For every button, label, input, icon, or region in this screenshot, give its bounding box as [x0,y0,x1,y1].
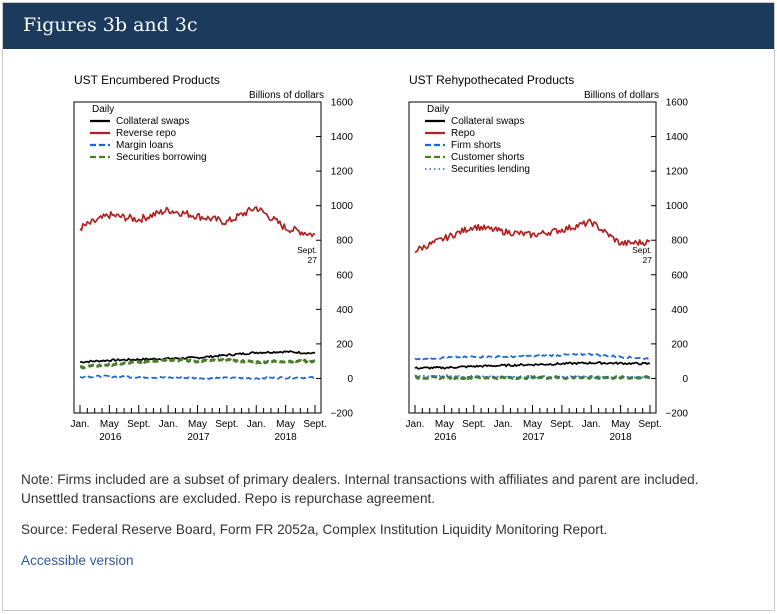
x-tick-label: Jan. [582,419,601,430]
x-tick-label: Sept. [462,419,485,430]
legend-label: Securities lending [451,164,530,175]
chart-title: UST Rehypothecated Products [409,73,574,87]
y-tick-label: 1200 [666,167,689,178]
x-tick-label: Sept. [215,419,238,430]
y-tick-label: 1000 [666,201,689,212]
legend-label: Customer shorts [451,152,524,163]
x-tick-label: Sept. [550,419,573,430]
legend-label: Firm shorts [451,140,501,151]
series-line-reverse-repo [79,206,316,238]
series-line-repo [414,218,651,254]
x-tick-label: May [523,419,542,430]
annotation-month: Sept. [632,245,652,255]
y-tick-label: 400 [671,305,688,316]
y-tick-label: 1400 [331,132,354,143]
y-tick-label: 600 [336,270,353,281]
x-year-label: 2016 [99,432,122,443]
x-tick-label: May [188,419,207,430]
y-axis-unit-label: Billions of dollars [249,90,324,101]
y-tick-label: 1600 [331,98,354,109]
x-year-label: 2018 [610,432,633,443]
figure-note: Note: Firms included are a subset of pri… [21,472,699,506]
legend-title: Daily [427,104,449,115]
plot-frame [73,101,322,414]
x-tick-label: Jan. [159,419,178,430]
x-tick-label: Jan. [247,419,266,430]
annotation-day: 27 [643,255,653,265]
x-year-label: 2017 [187,432,210,443]
y-tick-label: 600 [671,270,688,281]
figure-source: Source: Federal Reserve Board, Form FR 2… [21,522,608,537]
x-year-label: 2017 [522,432,545,443]
chart-title: UST Encumbered Products [74,73,220,87]
x-tick-label: Sept. [127,419,150,430]
y-tick-label: 1400 [666,132,689,143]
y-tick-label: 200 [671,339,688,350]
series-line-collateral-swaps [414,361,651,370]
legend-label: Collateral swaps [451,116,524,127]
plot-frame [408,101,657,414]
accessible-version-link[interactable]: Accessible version [21,553,134,568]
legend-label: Collateral swaps [116,116,189,127]
y-tick-label: 200 [336,339,353,350]
y-tick-label: 0 [347,374,353,385]
annotation-day: 27 [308,255,318,265]
annotation-month: Sept. [297,245,317,255]
series-line-firm-shorts [414,352,651,361]
y-tick-label: −200 [330,409,353,420]
figure-title: Figures 3b and 3c [23,14,198,36]
x-tick-label: Jan. [406,419,425,430]
x-tick-label: Jan. [71,419,90,430]
legend-label: Reverse repo [116,128,176,139]
x-year-label: 2018 [275,432,298,443]
y-tick-label: 800 [671,236,688,247]
y-tick-label: 400 [336,305,353,316]
y-tick-label: 1200 [331,167,354,178]
legend-label: Securities borrowing [116,152,207,163]
x-tick-label: May [276,419,295,430]
x-tick-label: May [435,419,454,430]
x-tick-label: Sept. [303,419,326,430]
chart-panel-2: UST Rehypothecated Products Billions of d… [406,73,689,443]
series-line-collateral-swaps [79,350,316,364]
y-axis-unit-label: Billions of dollars [584,90,659,101]
legend-title: Daily [92,104,114,115]
y-tick-label: 800 [336,236,353,247]
y-tick-label: 1600 [666,98,689,109]
series-line-securities-lending [414,374,651,379]
series-line-margin-loans [79,374,316,380]
y-tick-label: 0 [682,374,688,385]
legend-label: Margin loans [116,140,173,151]
x-tick-label: Jan. [494,419,513,430]
chart-panel-1: UST Encumbered Products Billions of dolla… [71,73,354,443]
series-line-securities-borrowing [79,357,316,370]
x-tick-label: Sept. [638,419,661,430]
legend-label: Repo [451,128,475,139]
x-tick-label: May [611,419,630,430]
y-tick-label: −200 [665,409,688,420]
y-tick-label: 1000 [331,201,354,212]
figure-header: Figures 3b and 3c [3,3,774,49]
x-tick-label: May [100,419,119,430]
x-year-label: 2016 [434,432,457,443]
